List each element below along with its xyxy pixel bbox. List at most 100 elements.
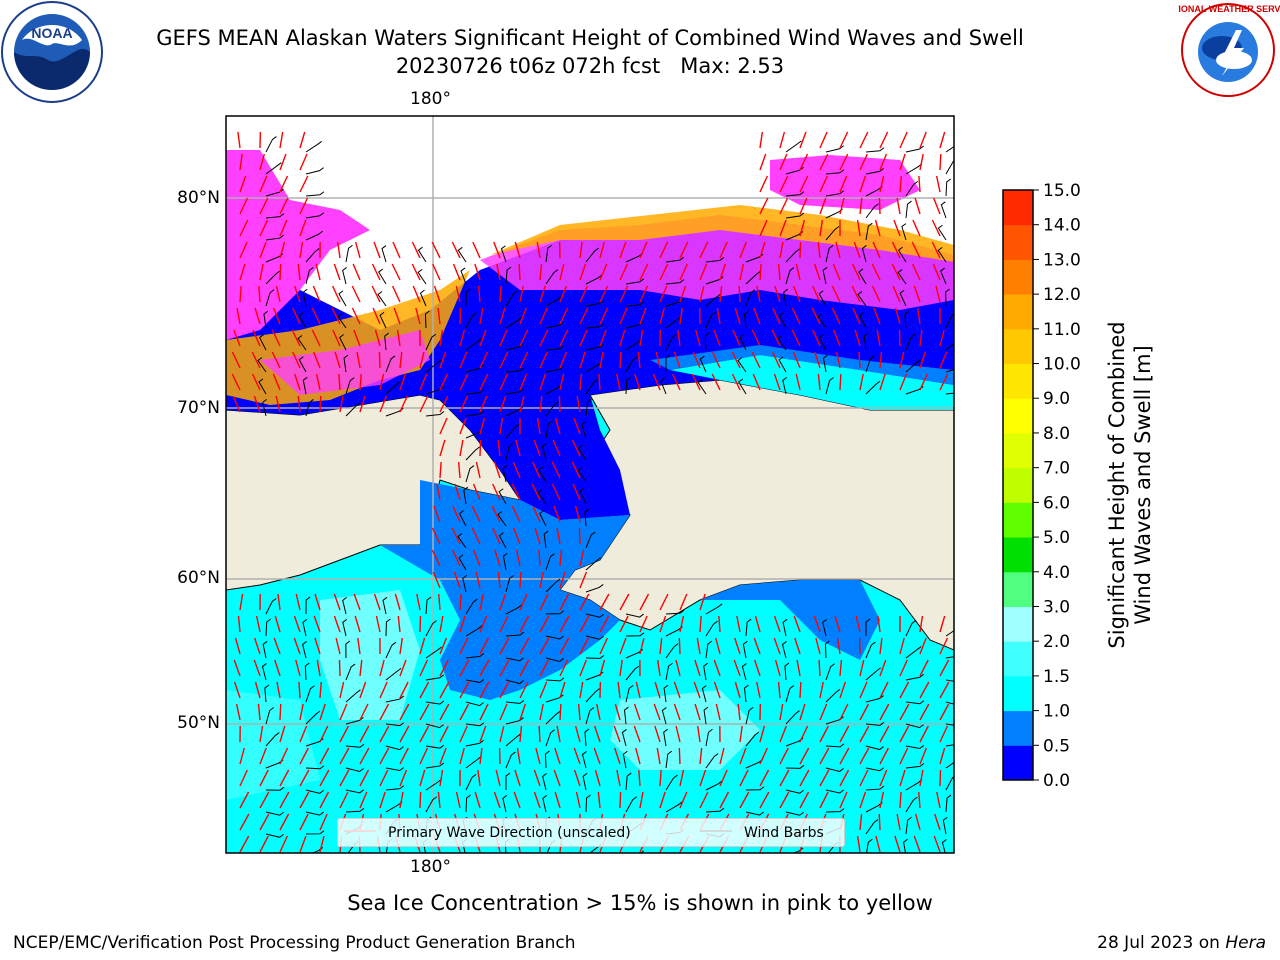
wave-arrow xyxy=(572,483,581,501)
wave-arrow xyxy=(919,681,930,699)
wave-arrow xyxy=(939,703,950,721)
wind-barb xyxy=(385,618,391,637)
wave-arrow xyxy=(553,769,561,787)
wind-barb xyxy=(745,731,760,747)
wave-arrow xyxy=(353,593,361,611)
wave-arrow xyxy=(431,549,441,567)
wave-arrow xyxy=(299,219,307,237)
wave-arrow xyxy=(619,307,628,325)
wave-arrow xyxy=(939,351,948,369)
wave-arrow xyxy=(779,219,787,237)
wind-barb xyxy=(825,169,845,175)
wind-barb xyxy=(425,359,442,373)
wind-barb xyxy=(265,234,285,241)
wave-arrow xyxy=(379,373,385,391)
wind-barb xyxy=(781,641,787,659)
wind-barb xyxy=(585,613,604,618)
wind-barb xyxy=(818,334,827,351)
footer-date: 28 Jul 2023 on Hera xyxy=(1097,933,1266,953)
lat-label-50: 50°N xyxy=(177,713,220,733)
pacific-light-patch-2 xyxy=(610,690,760,770)
wave-arrow xyxy=(472,549,481,567)
wave-arrow xyxy=(879,725,890,743)
wave-arrow xyxy=(759,197,769,215)
wave-arrow xyxy=(839,703,849,721)
wave-arrow xyxy=(259,197,269,215)
wave-arrow xyxy=(619,615,629,633)
wave-arrow xyxy=(554,791,561,809)
wave-arrow xyxy=(516,747,521,765)
wave-arrow xyxy=(339,769,350,787)
wind-barb xyxy=(945,723,954,726)
wind-barb xyxy=(465,465,475,483)
chart-title: GEFS MEAN Alaskan Waters Significant Hei… xyxy=(156,26,1024,50)
wave-arrow xyxy=(659,285,668,303)
colorbar-tick-label: 3.0 xyxy=(1043,597,1070,617)
wave-arrow xyxy=(499,329,508,347)
wind-barb xyxy=(425,674,445,681)
colorbar: 0.0 0.5 1.0 1.5 2.0 3.0 4.0 5.0 6.0 7.0 8.0 9.0 10.0… xyxy=(1002,181,1081,790)
wave-arrow xyxy=(614,747,621,765)
wave-arrow xyxy=(439,703,450,721)
wave-arrow xyxy=(253,395,261,413)
wave-arrow xyxy=(815,637,821,655)
wind-barb xyxy=(345,716,364,725)
wind-barb xyxy=(945,744,954,747)
wind-barb xyxy=(745,271,761,285)
wave-arrow xyxy=(675,659,681,677)
wave-arrow xyxy=(532,505,541,523)
wave-arrow xyxy=(773,615,781,633)
wave-arrow xyxy=(399,373,407,391)
wave-arrow xyxy=(499,417,504,435)
wave-arrow xyxy=(639,329,644,347)
wave-arrow xyxy=(254,307,261,325)
wind-barb xyxy=(265,188,284,197)
wave-arrow xyxy=(934,813,941,831)
wind-barb xyxy=(622,750,628,769)
colorbar-tick-label: 1.5 xyxy=(1043,667,1070,687)
wave-arrow xyxy=(654,725,661,743)
wave-arrow xyxy=(439,681,450,699)
wave-arrow xyxy=(237,131,241,149)
wave-arrow xyxy=(919,747,928,765)
wind-barb xyxy=(465,722,485,727)
nws-logo-icon: NATIONAL WEATHER SERVICE xyxy=(1178,3,1280,97)
wind-barb xyxy=(745,618,752,637)
wave-arrow xyxy=(576,395,581,413)
wave-arrow xyxy=(715,703,721,721)
wave-arrow xyxy=(639,263,649,281)
wave-arrow xyxy=(739,725,743,743)
wave-arrow xyxy=(939,747,946,765)
wind-barb xyxy=(265,289,275,307)
wave-arrow xyxy=(259,835,269,853)
wave-arrow xyxy=(454,483,461,501)
wave-arrow xyxy=(935,285,941,303)
wave-arrow xyxy=(559,593,570,611)
wave-arrow xyxy=(479,373,489,391)
wave-arrow xyxy=(259,175,268,193)
wave-arrow xyxy=(299,131,306,149)
wave-arrow xyxy=(277,593,281,611)
wind-barb xyxy=(785,140,802,153)
wind-barb xyxy=(305,789,324,794)
wind-barb xyxy=(905,763,925,769)
wind-barb xyxy=(945,369,954,373)
wave-arrow xyxy=(879,153,888,171)
wave-arrow xyxy=(479,681,490,699)
wind-barb xyxy=(865,167,885,175)
wind-barb xyxy=(305,399,314,417)
wave-arrow xyxy=(292,351,301,369)
wave-arrow xyxy=(699,263,708,281)
wave-arrow xyxy=(799,131,807,149)
wave-arrow xyxy=(459,351,468,369)
wave-arrow xyxy=(479,725,487,743)
wave-arrow xyxy=(279,241,286,259)
wave-arrow xyxy=(379,725,390,743)
wind-barb xyxy=(465,364,484,373)
wind-barb xyxy=(903,838,908,853)
wind-barb xyxy=(745,706,754,725)
wind-barb xyxy=(465,598,478,615)
colorbar-tick-label: 2.0 xyxy=(1043,632,1070,652)
wave-arrow xyxy=(919,153,924,171)
wave-arrow xyxy=(839,197,845,215)
